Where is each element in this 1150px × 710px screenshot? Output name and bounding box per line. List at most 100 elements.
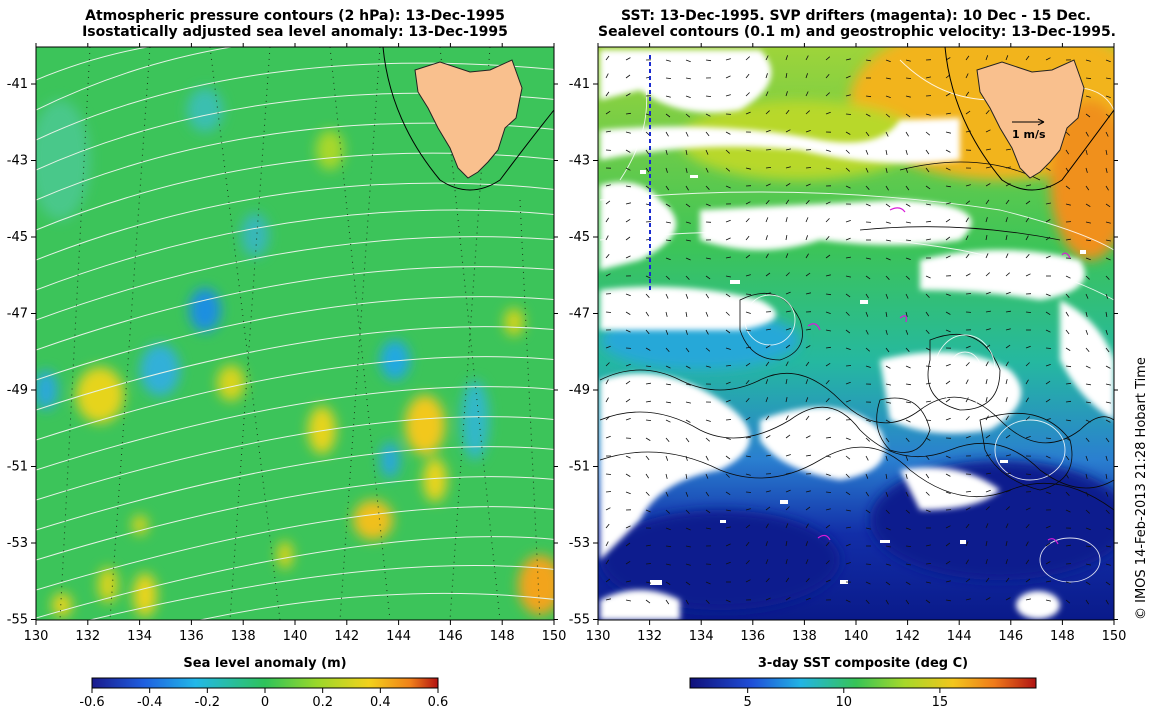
- velocity-arrow: [945, 293, 951, 296]
- velocity-arrow: [745, 56, 750, 61]
- velocity-arrow: [645, 149, 650, 155]
- velocity-arrow: [785, 235, 788, 241]
- velocity-arrow: [785, 73, 788, 79]
- velocity-arrow: [605, 397, 609, 403]
- velocity-arrow: [785, 454, 791, 457]
- velocity-arrow: [665, 311, 668, 317]
- y-tick-label: -45: [7, 230, 28, 245]
- velocity-arrow: [945, 580, 951, 583]
- velocity-arrow: [745, 541, 750, 547]
- velocity-arrow: [725, 365, 732, 367]
- velocity-arrow: [785, 328, 791, 331]
- velocity-arrow: [865, 437, 870, 442]
- velocity-arrow: [1085, 95, 1091, 98]
- velocity-arrow: [805, 183, 811, 187]
- right-panel-title: SST: 13-Dec-1995. SVP drifters (magenta)…: [598, 8, 1116, 40]
- velocity-arrow: [765, 541, 768, 547]
- velocity-arrow: [845, 509, 851, 512]
- velocity-arrow: [705, 293, 710, 299]
- velocity-arrow: [865, 329, 869, 335]
- velocity-arrow: [885, 239, 891, 242]
- velocity-arrow: [885, 563, 891, 566]
- velocity-arrow: [945, 167, 951, 171]
- velocity-arrow: [665, 401, 671, 404]
- velocity-arrow: [645, 293, 650, 298]
- velocity-arrow: [625, 418, 631, 421]
- velocity-arrow: [685, 257, 691, 261]
- velocity-arrow: [685, 437, 690, 443]
- velocity-arrow: [985, 291, 991, 295]
- velocity-arrow: [665, 59, 671, 62]
- x-tick-label: 140: [844, 629, 869, 644]
- velocity-arrow: [905, 293, 909, 299]
- velocity-arrow: [1045, 580, 1051, 583]
- velocity-arrow: [625, 599, 631, 602]
- velocity-arrow: [785, 597, 791, 601]
- velocity-arrow: [945, 93, 951, 97]
- velocity-arrow: [1045, 293, 1051, 297]
- left-panel-title: Atmospheric pressure contours (2 hPa): 1…: [36, 8, 554, 40]
- velocity-arrow: [1025, 235, 1029, 241]
- velocity-arrow: [1005, 472, 1011, 475]
- velocity-arrow: [1025, 523, 1030, 529]
- velocity-arrow: [825, 417, 831, 421]
- velocity-arrow: [1025, 184, 1031, 187]
- velocity-arrow: [645, 382, 651, 385]
- velocity-arrow: [945, 491, 951, 494]
- velocity-arrow: [805, 541, 808, 547]
- velocity-arrow: [945, 202, 951, 205]
- velocity-arrow: [985, 523, 989, 529]
- velocity-arrow: [625, 236, 631, 241]
- velocity-arrow: [625, 57, 631, 61]
- velocity-arrow: [785, 310, 791, 313]
- velocity-arrow: [925, 311, 930, 317]
- velocity-arrow: [885, 149, 888, 155]
- velocity-arrow: [965, 130, 971, 133]
- y-tick-label: -47: [7, 307, 28, 322]
- velocity-arrow: [985, 434, 991, 439]
- velocity-arrow: [605, 200, 611, 205]
- velocity-arrow: [685, 149, 688, 155]
- velocity-arrow: [1065, 599, 1071, 604]
- velocity-arrow: [685, 473, 688, 479]
- velocity-arrow: [925, 491, 930, 496]
- velocity-arrow: [925, 275, 931, 279]
- velocity-arrow: [785, 109, 790, 115]
- velocity-arrow: [825, 436, 832, 439]
- velocity-arrow: [985, 148, 991, 151]
- velocity-arrow: [1005, 328, 1011, 331]
- velocity-arrow: [885, 527, 891, 531]
- sst-axes: 130 132 134 136 138 140 142 144 146 148 150 -41 -43 -…: [569, 43, 1126, 644]
- velocity-arrow: [945, 599, 951, 602]
- velocity-arrow: [645, 347, 651, 351]
- velocity-arrow: [725, 381, 731, 385]
- velocity-arrow: [645, 455, 650, 461]
- velocity-arrow: [845, 526, 851, 529]
- velocity-arrow: [1105, 185, 1109, 191]
- velocity-arrow: [1005, 272, 1010, 277]
- velocity-arrow: [1105, 275, 1110, 280]
- velocity-arrow: [985, 109, 990, 115]
- velocity-arrow: [1105, 401, 1111, 404]
- velocity-arrow: [965, 435, 971, 439]
- velocity-arrow: [1105, 509, 1110, 514]
- velocity-arrow: [905, 149, 908, 155]
- velocity-arrow: [705, 437, 710, 442]
- velocity-arrow: [1025, 397, 1029, 403]
- velocity-arrow: [825, 149, 831, 152]
- velocity-arrow: [825, 235, 830, 241]
- velocity-arrow: [865, 167, 869, 173]
- velocity-arrow: [825, 329, 831, 332]
- velocity-arrow: [785, 577, 790, 583]
- velocity-arrow: [785, 472, 791, 475]
- velocity-arrow: [1105, 563, 1111, 566]
- velocity-arrow: [785, 148, 791, 151]
- velocity-arrow: [965, 55, 970, 61]
- velocity-arrow: [1025, 273, 1031, 277]
- velocity-arrow: [765, 597, 771, 601]
- velocity-arrow: [1025, 253, 1030, 259]
- right-title-line1: SST: 13-Dec-1995. SVP drifters (magenta)…: [621, 8, 1091, 24]
- velocity-arrow: [685, 293, 689, 299]
- y-tick-label: -53: [7, 536, 28, 551]
- velocity-arrow: [765, 328, 771, 331]
